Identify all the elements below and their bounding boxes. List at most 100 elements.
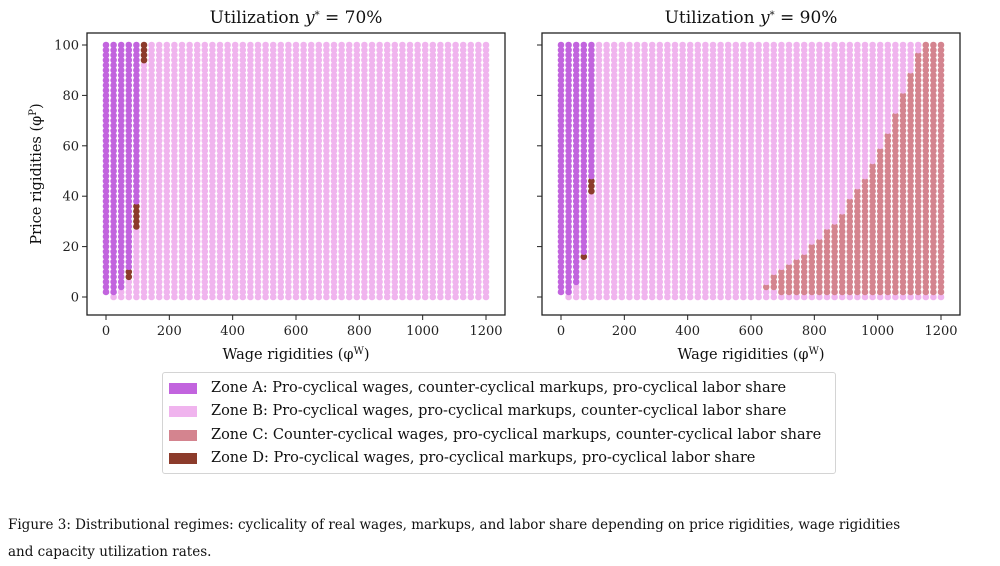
point-zone-b — [641, 42, 648, 49]
point-zone-b — [710, 42, 717, 49]
point-zone-b — [156, 42, 163, 49]
point-zone-b — [740, 42, 747, 49]
chart-title-part: = 70% — [320, 8, 383, 28]
point-zone-a — [573, 42, 580, 49]
point-zone-b — [354, 42, 361, 49]
point-zone-b — [695, 42, 702, 49]
point-zone-b — [626, 42, 633, 49]
point-zone-b — [672, 42, 679, 49]
point-zone-b — [657, 42, 664, 49]
point-zone-b — [308, 42, 315, 49]
chart-title: Utilization y* = 70% — [210, 8, 383, 28]
point-zone-b — [232, 42, 239, 49]
point-zone-d — [141, 42, 148, 49]
point-zone-b — [619, 42, 626, 49]
point-zone-b — [323, 42, 330, 49]
point-zone-b — [278, 42, 285, 49]
point-zone-a — [110, 42, 117, 49]
point-zone-b — [240, 42, 247, 49]
point-zone-b — [445, 42, 452, 49]
y-tick-label: 40 — [62, 190, 79, 205]
point-zone-b — [331, 42, 338, 49]
point-zone-b — [634, 42, 641, 49]
point-zone-b — [202, 42, 209, 49]
point-zone-b — [392, 42, 399, 49]
scatter-points — [103, 42, 490, 301]
point-zone-b — [687, 42, 694, 49]
point-zone-b — [755, 42, 762, 49]
point-zone-b — [664, 42, 671, 49]
point-zone-b — [483, 42, 490, 49]
point-zone-b — [194, 42, 201, 49]
point-zone-b — [338, 42, 345, 49]
point-zone-b — [164, 42, 171, 49]
point-zone-b — [763, 42, 770, 49]
point-zone-b — [900, 42, 907, 49]
point-zone-a — [558, 42, 565, 49]
point-zone-b — [217, 42, 224, 49]
point-zone-b — [346, 42, 353, 49]
point-zone-b — [816, 42, 823, 49]
point-zone-b — [247, 42, 254, 49]
point-zone-b — [892, 42, 899, 49]
scatter-points — [558, 42, 945, 301]
point-zone-b — [209, 42, 216, 49]
point-zone-b — [437, 42, 444, 49]
point-zone-b — [801, 42, 808, 49]
x-axis-label-part: ) — [364, 347, 370, 363]
point-zone-b — [733, 42, 740, 49]
point-zone-b — [793, 42, 800, 49]
point-zone-b — [293, 42, 300, 49]
x-tick-label: 1200 — [469, 324, 502, 339]
point-zone-b — [475, 42, 482, 49]
x-tick-label: 600 — [284, 324, 309, 339]
point-zone-b — [877, 42, 884, 49]
point-zone-b — [847, 42, 854, 49]
point-zone-b — [262, 42, 269, 49]
x-tick-label: 0 — [102, 324, 110, 339]
y-tick-label: 60 — [62, 139, 79, 154]
point-zone-b — [460, 42, 467, 49]
y-axis-label-part: ) — [29, 103, 45, 109]
point-zone-a — [588, 42, 595, 49]
x-tick-label: 1000 — [406, 324, 439, 339]
point-zone-b — [384, 42, 391, 49]
y-axis-label: Price rigidities (φP) — [28, 103, 46, 244]
point-zone-a — [133, 42, 140, 49]
point-zone-b — [422, 42, 429, 49]
point-zone-b — [399, 42, 406, 49]
point-zone-a — [126, 42, 133, 49]
x-tick-label: 200 — [157, 324, 182, 339]
point-zone-b — [824, 42, 831, 49]
point-zone-b — [649, 42, 656, 49]
point-zone-b — [224, 42, 231, 49]
point-zone-b — [316, 42, 323, 49]
point-zone-b — [179, 42, 186, 49]
point-zone-b — [376, 42, 383, 49]
point-zone-b — [430, 42, 437, 49]
point-zone-b — [809, 42, 816, 49]
point-zone-b — [270, 42, 277, 49]
x-tick-label: 800 — [347, 324, 372, 339]
y-tick-label: 0 — [71, 291, 79, 306]
point-zone-b — [369, 42, 376, 49]
point-zone-b — [854, 42, 861, 49]
point-zone-b — [148, 42, 155, 49]
point-zone-b — [862, 42, 869, 49]
y-tick-label: 100 — [54, 39, 79, 54]
point-zone-b — [186, 42, 193, 49]
point-zone-b — [285, 42, 292, 49]
point-zone-b — [452, 42, 459, 49]
y-axis-label-part: Price rigidities (φ — [29, 116, 45, 245]
point-zone-b — [679, 42, 686, 49]
point-zone-b — [831, 42, 838, 49]
point-zone-b — [414, 42, 421, 49]
x-axis-label-part: Wage rigidities (φ — [222, 347, 353, 363]
point-zone-a — [565, 42, 572, 49]
point-zone-b — [255, 42, 262, 49]
point-zone-b — [725, 42, 732, 49]
y-tick-label: 80 — [62, 89, 79, 104]
